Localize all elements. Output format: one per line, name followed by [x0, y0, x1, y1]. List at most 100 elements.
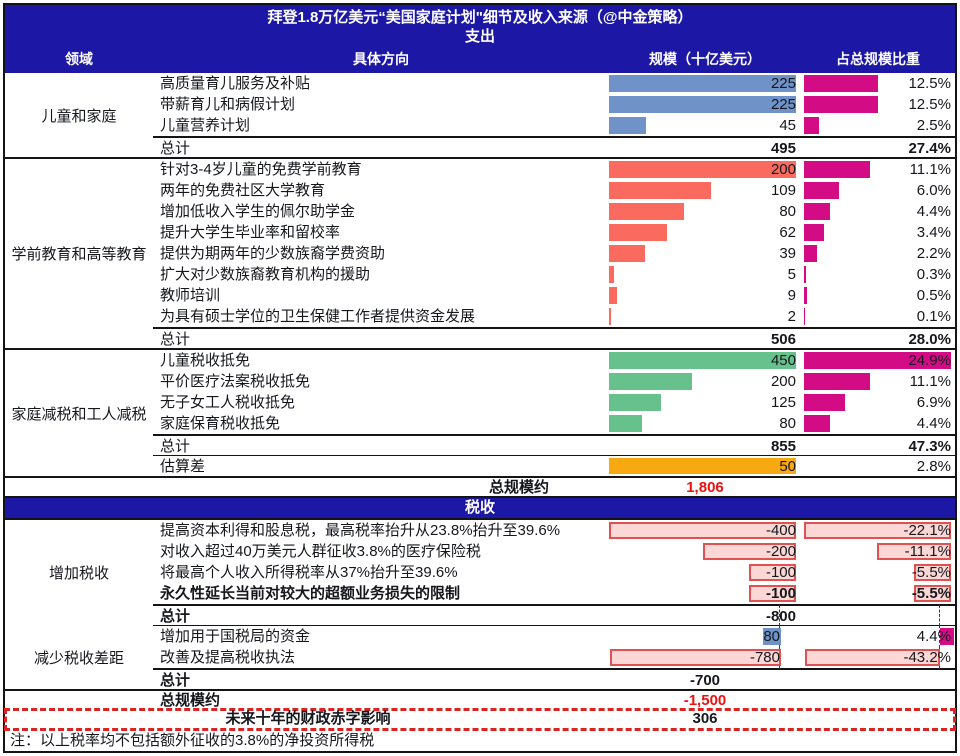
row-percent: -22.1%: [801, 520, 955, 541]
value-bar: [702, 543, 796, 560]
row-value-text: 2: [787, 308, 796, 325]
percent-bar: [804, 522, 951, 539]
row-value: 62: [609, 222, 801, 243]
table-row: 平价医疗法案税收抵免 200 11.1%: [153, 371, 955, 392]
row-percent: 3.4%: [801, 222, 955, 243]
tax-grand-total-row: 总规模约 -1,500: [5, 689, 955, 709]
estimate-label: 估算差: [153, 456, 609, 476]
percent-bar: [804, 96, 878, 113]
row-label: 教师培训: [153, 285, 609, 306]
table-row: 儿童营养计划 45 2.5%: [153, 115, 955, 136]
row-percent-text: 11.1%: [909, 161, 951, 178]
total-label: 总计: [153, 436, 609, 455]
percent-bar: [804, 117, 819, 134]
total-label-text: 总计: [160, 331, 191, 348]
total-value-text: 506: [770, 331, 796, 348]
value-bar: [609, 308, 611, 325]
table-row: 扩大对少数族裔教育机构的援助 5 0.3%: [153, 264, 955, 285]
row-percent-text: -43.2%: [903, 649, 951, 666]
row-percent: -5.5%: [801, 583, 955, 604]
percent-bar: [804, 287, 807, 304]
section-rows: 增加用于国税局的资金 80 4.4% 改善及提高税收执法 -780 -43.2% 总计 -70…: [153, 625, 955, 689]
row-value-text: 80: [763, 628, 780, 645]
row-value-text: 125: [770, 394, 796, 411]
row-label-text: 无子女工人税收抵免: [160, 394, 296, 411]
percent-bar: [914, 564, 951, 581]
row-value-text: 450: [770, 352, 796, 369]
deficit-impact-label: 未来十年的财政赤字影响: [225, 710, 391, 727]
row-label: 增加低收入学生的佩尔助学金: [153, 201, 609, 222]
row-value-text: 80: [779, 415, 796, 432]
percent-bar: [804, 203, 830, 220]
row-label: 改善及提高税收执法: [153, 647, 609, 668]
table-row: 高质量育儿服务及补贴 225 12.5%: [153, 73, 955, 94]
total-value-text: 495: [770, 140, 796, 157]
percent-bar: [804, 394, 845, 411]
page-title: 拜登1.8万亿美元“美国家庭计划"细节及收入来源（@中金策略）: [267, 9, 693, 26]
value-bar: [609, 522, 796, 539]
row-label: 对收入超过40万美元人群征收3.8%的医疗保险税: [153, 541, 609, 562]
percent-bar: [804, 373, 870, 390]
row-label: 平价医疗法案税收抵免: [153, 371, 609, 392]
row-label-text: 平价医疗法案税收抵免: [160, 373, 311, 390]
total-value: 855: [609, 436, 801, 455]
table-row: 增加低收入学生的佩尔助学金 80 4.4%: [153, 201, 955, 222]
row-value: -200: [609, 541, 801, 562]
row-percent: 4.4%: [801, 201, 955, 222]
total-percent: 47.3%: [801, 436, 955, 455]
row-value: 125: [609, 392, 801, 413]
total-label: 总计: [153, 138, 609, 157]
percent-bar: [804, 224, 825, 241]
table-header: 拜登1.8万亿美元“美国家庭计划"细节及收入来源（@中金策略） 支出 领域 具体…: [5, 5, 955, 73]
table-row: 儿童税收抵免 450 24.9%: [153, 350, 955, 371]
section-rows: 提高资本利得和股息税，最高税率抬升从23.8%抬升至39.6% -400 -22.1…: [153, 520, 955, 626]
row-percent-text: -22.1%: [903, 522, 951, 539]
table-row: 提高资本利得和股息税，最高税率抬升从23.8%抬升至39.6% -400 -22.1…: [153, 520, 955, 541]
row-percent: 0.1%: [801, 306, 955, 327]
row-percent: -11.1%: [801, 541, 955, 562]
percent-bar: [804, 352, 951, 369]
table-row: 对收入超过40万美元人群征收3.8%的医疗保险税 -200 -11.1%: [153, 541, 955, 562]
total-value: 495: [609, 138, 801, 157]
row-label: 提供为期两年的少数族裔学费资助: [153, 243, 609, 264]
row-label: 儿童税收抵免: [153, 350, 609, 371]
value-axis-guide-line: [779, 605, 780, 626]
estimate-label-text: 估算差: [160, 458, 206, 475]
row-label-text: 两年的免费社区大学教育: [160, 182, 326, 199]
row-label: 永久性延长当前对较大的超额业务损失的限制: [153, 583, 609, 604]
row-value-text: 200: [770, 373, 796, 390]
row-percent-text: 0.3%: [916, 266, 951, 283]
table-row: 带薪育儿和病假计划 225 12.5%: [153, 94, 955, 115]
row-percent-text: 24.9%: [908, 352, 951, 369]
row-label: 儿童营养计划: [153, 115, 609, 136]
category-label: 学前教育和高等教育: [11, 246, 147, 263]
spend-grand-total-value: 1,806: [686, 479, 724, 496]
row-label: 高质量育儿服务及补贴: [153, 73, 609, 94]
footnote: 注：以上税率均不包括额外征收的3.8%的净投资所得税: [10, 732, 375, 749]
percent-axis-guide-line: [939, 605, 940, 626]
estimate-percent-text: 2.8%: [916, 458, 951, 475]
spend-section: 学前教育和高等教育 针对3-4岁儿童的免费学前教育 200 11.1% 两年的免费社区大…: [5, 159, 955, 350]
table-row: 增加用于国税局的资金 80 4.4%: [153, 625, 955, 648]
value-bar: [609, 415, 643, 432]
row-value: 450: [609, 350, 801, 371]
category-label: 儿童和家庭: [41, 107, 117, 125]
table-row: 家庭保育税收抵免 80 4.4%: [153, 413, 955, 434]
tax-section: 减少税收差距 增加用于国税局的资金 80 4.4% 改善及提高税收执法 -780 -43.2…: [5, 625, 955, 689]
value-bar: [609, 287, 618, 304]
section-total-row: 总计 495 27.4%: [153, 136, 955, 157]
row-percent: 6.9%: [801, 392, 955, 413]
row-percent: 11.1%: [801, 371, 955, 392]
row-label: 提高资本利得和股息税，最高税率抬升从23.8%抬升至39.6%: [153, 520, 609, 541]
total-percent-text: 27.4%: [908, 140, 951, 157]
row-percent: 4.4%: [801, 413, 955, 434]
row-label-text: 改善及提高税收执法: [160, 649, 296, 666]
row-value: 80: [609, 201, 801, 222]
spend-section: 家庭减税和工人减税 儿童税收抵免 450 24.9% 平价医疗法案税收抵免 200 11.1…: [5, 350, 955, 478]
plan-table: 拜登1.8万亿美元“美国家庭计划"细节及收入来源（@中金策略） 支出 领域 具体…: [3, 3, 957, 753]
section-total-row: 总计 855 47.3%: [153, 434, 955, 455]
column-header-value: 规模（十亿美元）: [649, 51, 761, 67]
value-bar: [609, 394, 661, 411]
percent-bar: [804, 161, 870, 178]
